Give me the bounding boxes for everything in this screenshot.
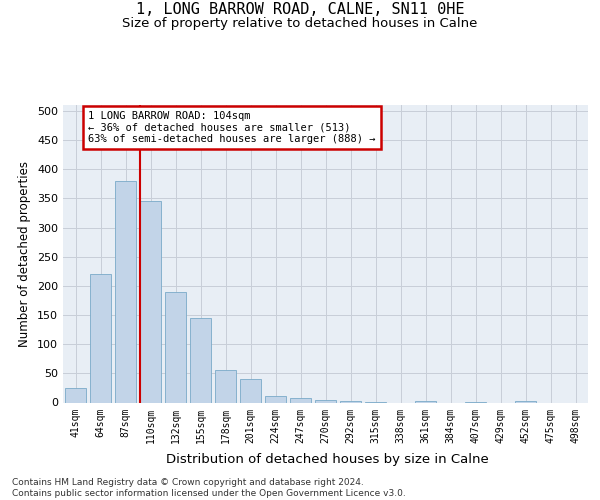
Bar <box>190 318 211 402</box>
Text: 1, LONG BARROW ROAD, CALNE, SN11 0HE: 1, LONG BARROW ROAD, CALNE, SN11 0HE <box>136 2 464 18</box>
Bar <box>115 181 136 402</box>
Text: Size of property relative to detached houses in Calne: Size of property relative to detached ho… <box>122 16 478 30</box>
Bar <box>165 292 186 403</box>
Bar <box>265 396 286 402</box>
Bar <box>90 274 111 402</box>
Bar <box>240 379 261 402</box>
Text: Contains HM Land Registry data © Crown copyright and database right 2024.
Contai: Contains HM Land Registry data © Crown c… <box>12 478 406 498</box>
Text: 1 LONG BARROW ROAD: 104sqm
← 36% of detached houses are smaller (513)
63% of sem: 1 LONG BARROW ROAD: 104sqm ← 36% of deta… <box>88 111 376 144</box>
Text: Distribution of detached houses by size in Calne: Distribution of detached houses by size … <box>166 452 488 466</box>
Bar <box>140 201 161 402</box>
Bar <box>315 400 336 402</box>
Y-axis label: Number of detached properties: Number of detached properties <box>19 161 31 347</box>
Bar <box>215 370 236 402</box>
Bar <box>65 388 86 402</box>
Bar <box>290 398 311 402</box>
